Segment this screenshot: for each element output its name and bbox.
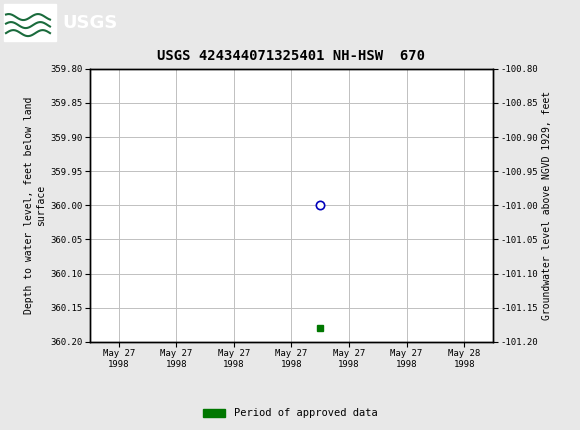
- Title: USGS 424344071325401 NH-HSW  670: USGS 424344071325401 NH-HSW 670: [157, 49, 426, 64]
- Bar: [4, 4, 56, 41]
- Text: USGS: USGS: [62, 14, 117, 32]
- Legend: Period of approved data: Period of approved data: [198, 404, 382, 423]
- Y-axis label: Groundwater level above NGVD 1929, feet: Groundwater level above NGVD 1929, feet: [542, 91, 552, 320]
- Y-axis label: Depth to water level, feet below land
surface: Depth to water level, feet below land su…: [24, 97, 46, 314]
